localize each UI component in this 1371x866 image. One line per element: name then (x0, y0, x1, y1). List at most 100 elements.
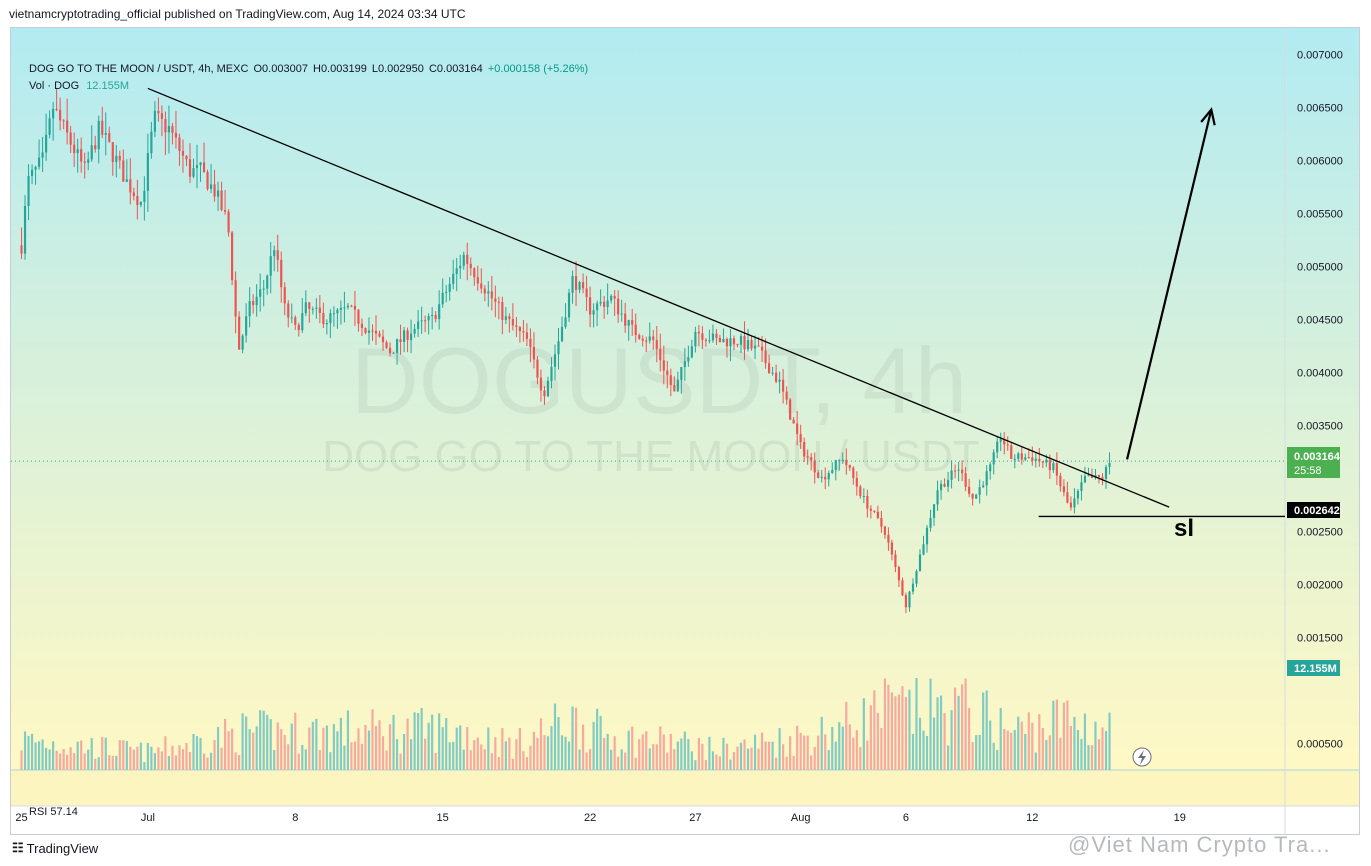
symbol-legend[interactable]: DOG GO TO THE MOON / USDT, 4h, MEXC O0.0… (29, 63, 588, 75)
candle (687, 345, 690, 367)
tradingview-logo[interactable]: ☷ TradingView (12, 840, 98, 856)
chart-canvas[interactable]: DOGUSDT, 4h DOG GO TO THE MOON / USDT sl… (11, 28, 1360, 835)
candle (610, 294, 613, 304)
volume-bar (711, 751, 715, 770)
volume-legend[interactable]: Vol · DOG 12.155M (29, 80, 129, 92)
volume-bar (297, 753, 300, 770)
time-axis[interactable]: 25 Jul 8 15 22 27 Aug 6 12 19 (15, 812, 1185, 824)
volume-bar (20, 750, 23, 770)
candle (996, 436, 999, 459)
candle (553, 344, 557, 381)
candle (473, 267, 476, 286)
candle (76, 138, 79, 173)
volume-bar (824, 734, 827, 770)
candle (392, 351, 395, 354)
volume-bar (782, 744, 785, 770)
candle (153, 101, 156, 138)
candle (883, 525, 886, 539)
volume-bar (1010, 732, 1013, 770)
candle (578, 280, 581, 294)
candle (925, 525, 929, 553)
volume-bar (746, 748, 750, 770)
candle (704, 337, 707, 347)
volume-bar (529, 745, 532, 770)
candle (146, 133, 149, 212)
candle (918, 549, 922, 572)
volume-bar (922, 730, 925, 770)
candle (231, 230, 234, 286)
candle (413, 324, 416, 338)
candle (318, 295, 321, 324)
volume-bar (294, 712, 297, 770)
candle (206, 169, 209, 191)
candle (55, 87, 58, 112)
candle (915, 569, 918, 588)
volume-bar (160, 751, 164, 770)
low-value: L0.002950 (371, 63, 424, 75)
rsi-legend[interactable]: RSI 57.14 (29, 806, 78, 818)
lightning-icon[interactable] (1132, 747, 1152, 767)
candle (778, 371, 781, 394)
candle (613, 290, 616, 316)
volume-bar (1104, 730, 1108, 770)
candle (508, 313, 511, 333)
volume-bar (743, 739, 746, 770)
candle (395, 338, 399, 365)
price-axis[interactable]: 0.007000 0.006500 0.006000 0.005500 0.005000… (1297, 50, 1343, 751)
volume-bar (838, 722, 841, 770)
volume-bar (859, 747, 862, 770)
volume-bar (350, 742, 353, 770)
candle (497, 296, 500, 320)
price-tick-label: 0.001500 (1297, 633, 1343, 645)
volume-bar (606, 733, 609, 770)
candle (1108, 452, 1111, 475)
candle (975, 493, 978, 500)
candle (775, 364, 778, 384)
time-tick-label: 27 (689, 812, 701, 824)
volume-bar (52, 741, 55, 770)
volume-bar (129, 746, 132, 770)
candle (160, 105, 164, 137)
volume-bar (111, 755, 114, 770)
candle (111, 142, 114, 176)
chart-frame[interactable]: DOGUSDT, 4h DOG GO TO THE MOON / USDT sl… (10, 27, 1360, 835)
volume-bar (543, 735, 546, 770)
volume-bar (118, 740, 121, 770)
candle (367, 317, 371, 345)
candle (459, 254, 462, 279)
candle (1069, 496, 1072, 511)
descending-trendline[interactable] (147, 87, 1170, 508)
candle (880, 510, 883, 533)
candle (911, 578, 915, 595)
volume-bar (715, 754, 718, 770)
volume-bar (462, 749, 465, 770)
candle (83, 152, 86, 179)
candle (904, 592, 908, 614)
volume-bar (1017, 716, 1020, 770)
watermark-name: DOG GO TO THE MOON / USDT (322, 432, 980, 481)
volume-bar (961, 684, 964, 770)
volume-bar (473, 740, 476, 770)
candle (939, 480, 943, 500)
candle (824, 467, 827, 490)
candle (164, 111, 167, 156)
volume-bar (41, 739, 44, 770)
candle (402, 327, 406, 353)
candle (845, 448, 848, 475)
volume-bar (971, 742, 974, 770)
volume-bar (1087, 745, 1090, 770)
projection-arrow[interactable] (1125, 107, 1216, 460)
volume-bar (311, 721, 314, 770)
candle (238, 311, 241, 350)
volume-bar (1059, 737, 1062, 770)
price-tick-label: 0.000500 (1297, 739, 1343, 751)
candle (529, 328, 532, 363)
volume-bar (750, 747, 753, 770)
volume-bar (687, 739, 690, 770)
volume-bar (936, 697, 939, 770)
volume-bar (255, 726, 258, 770)
volume-bar (360, 743, 364, 770)
candle (536, 355, 539, 385)
candle (950, 460, 953, 489)
candle (739, 333, 743, 353)
